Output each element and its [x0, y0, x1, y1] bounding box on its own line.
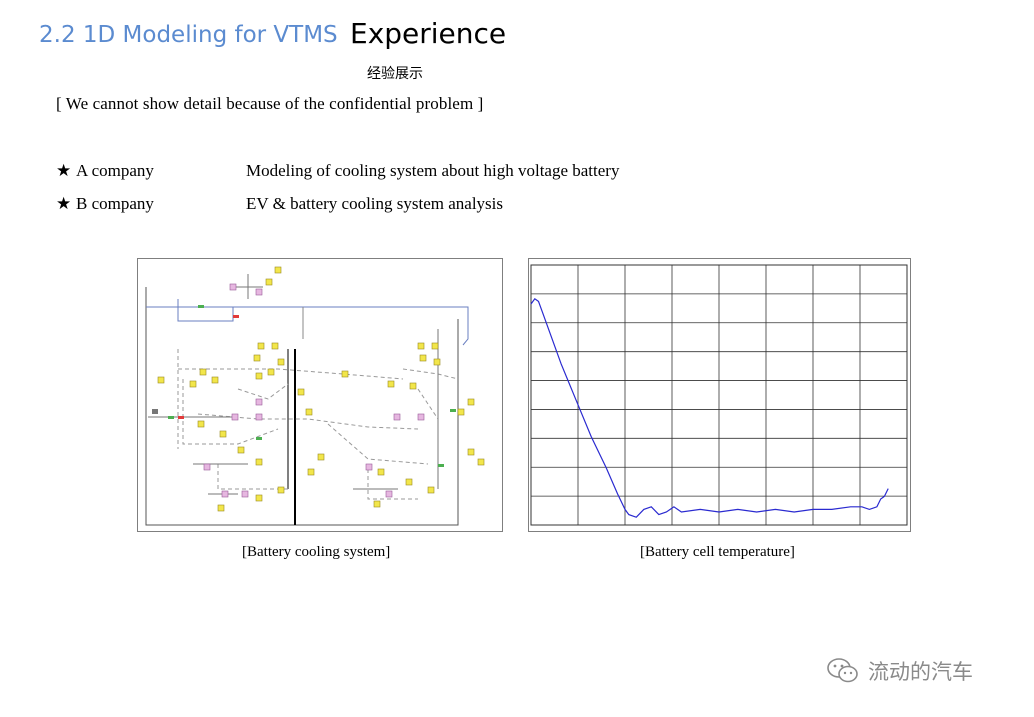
company-row-a: ★ A company Modeling of cooling system ab…	[56, 161, 619, 181]
company-description: EV & battery cooling system analysis	[246, 194, 504, 213]
subtitle-chinese: 经验展示	[367, 66, 423, 82]
star-icon: ★	[56, 194, 72, 213]
star-icon: ★	[56, 161, 72, 180]
figure-caption-left: [Battery cooling system]	[242, 544, 391, 560]
battery-temperature-chart	[528, 258, 911, 532]
battery-cooling-diagram	[137, 258, 503, 532]
company-row-b: ★ B company EV & battery cooling system a…	[56, 194, 503, 214]
section-heading: 2.2 1D Modeling for VTMS	[39, 22, 338, 48]
watermark: 流动的汽车	[826, 656, 973, 686]
page-title: Experience	[350, 17, 507, 50]
wechat-icon	[827, 658, 858, 683]
figure-caption-right: [Battery cell temperature]	[640, 544, 795, 560]
company-description: Modeling of cooling system about high vo…	[246, 161, 620, 180]
company-name: A company	[76, 161, 154, 180]
company-name: B company	[76, 194, 154, 213]
confidential-note: [ We cannot show detail because of the c…	[56, 94, 484, 113]
temperature-series-line	[530, 297, 889, 518]
watermark-text: 流动的汽车	[868, 660, 973, 684]
temperature-chart-svg	[530, 264, 908, 526]
cooling-schematic-graphic	[145, 266, 485, 526]
